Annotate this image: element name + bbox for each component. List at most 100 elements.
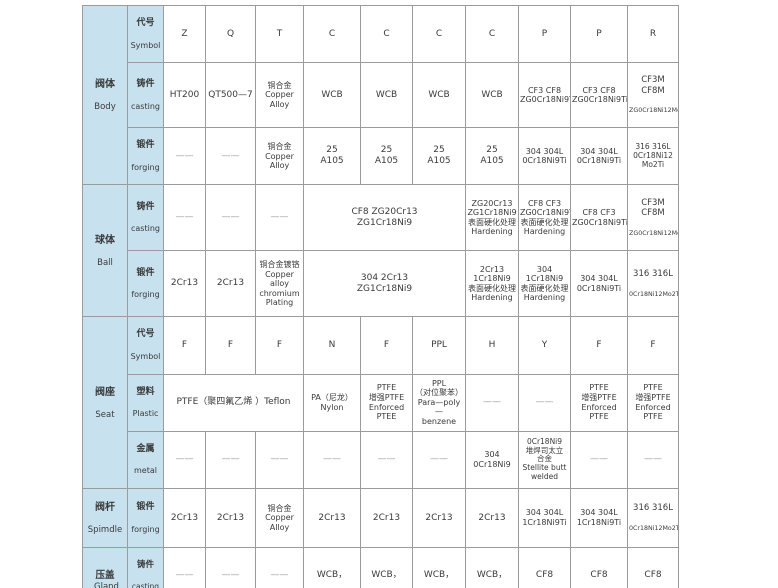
table-cell: WCB， [303,547,361,588]
table-cell: 304 304L 0Cr18Ni9Ti [570,127,628,186]
table-cell: —— [205,184,256,252]
sub-label-en: casting [131,582,160,588]
table-cell: 2Cr13 [163,487,206,549]
table-cell: 25 A105 [303,127,361,186]
table-cell: —— [163,184,206,252]
table-cell: F [570,316,628,375]
table-cell: —— [570,430,628,489]
table-cell: CF8 [570,547,628,588]
column-header: P [518,4,571,64]
table-cell: 316 316L 0Cr18Ni12 Mo2Ti [627,127,679,186]
table-cell: CF8 CF3 ZG0Cr18Ni9Ti 表面硬化处理 Hardening [518,184,571,252]
table-cell: 316 316L 0Cr18Ni12Mo2Ti [627,250,679,318]
sub-label-zh: 锻件 [136,140,155,151]
table-cell: —— [205,127,256,186]
sub-label-zh: 铸件 [136,560,154,571]
table-cell: —— [163,430,206,489]
table-cell: —— [303,430,361,489]
table-cell: 304 0Cr18Ni9 [465,430,519,489]
row-seat-symbol: 阀座 Seat 代号 Symbol F F F N F PPL H Y F F [82,316,679,489]
row-header: 阀体 Body 代号 Symbol Z Q T C C C C P P R [82,4,679,186]
table-cell: WCB， [360,547,413,588]
table-cell-merged: 304 2Cr13 ZG1Cr18Ni9 [303,250,466,318]
sub-label-en: casting [131,224,160,234]
sub-label-metal: 金属 metal [127,430,164,489]
sub-label-zh: 锻件 [136,267,155,278]
table-cell: 2Cr13 [465,487,519,549]
table-cell: —— [205,547,256,588]
table-cell: 铜合金 Copper Alloy [255,487,304,549]
sub-label-en: Plastic [132,409,159,419]
table-cell: 304 1Cr18Ni9 表面硬化处理 Hardening [518,250,571,318]
group-label-zh: 球体 [95,234,115,246]
table-cell: 25 A105 [465,127,519,186]
sub-label-casting: 铸件 casting [127,547,164,588]
column-header: T [255,4,304,64]
column-header: C [465,4,519,64]
sub-label-forging: 锻件 forging [127,127,164,186]
sub-label-symbol: 代号 Symbol [127,4,164,64]
cell-sub-text: 0Cr18Ni12Mo2Ti [629,290,679,298]
table-cell: —— [627,430,679,489]
materials-spec-table: 阀体 Body 代号 Symbol Z Q T C C C C P P R 铸件… [82,4,679,588]
table-cell: CF8 CF3 ZG0Cr18Ni9Ti [570,184,628,252]
group-label-zh: 阀座 [95,386,115,398]
table-cell: CF3 CF8 ZG0Cr18Ni9Ti [570,62,628,129]
cell-sub-text: ZG0Cr18Ni12Mo2Ti [629,230,678,238]
table-cell: 2Cr13 [360,487,413,549]
group-label-en: Ball [97,257,113,268]
table-cell: —— [255,184,304,252]
table-cell-merged: CF8 ZG20Cr13 ZG1Cr18Ni9 [303,184,466,252]
group-label-en: Gland [94,581,119,588]
cell-main-text: 316 316L [633,503,673,514]
group-label-en: Spimdle [87,524,123,535]
table-cell: F [360,316,413,375]
sub-label-zh: 塑料 [136,386,155,397]
sub-label-casting: 铸件 casting [127,184,164,252]
sub-label-en: metal [134,466,157,476]
table-cell: —— [518,373,571,432]
table-cell: —— [360,430,413,489]
sub-label-zh: 锻件 [136,501,155,512]
sub-label-zh: 铸件 [136,79,155,90]
table-cell: 2Cr13 [205,250,256,318]
table-cell: 0Cr18Ni9 堆焊司太立 合金 Stellite butt welded [518,430,571,489]
table-cell: H [465,316,519,375]
table-cell: —— [255,547,304,588]
column-header: C [303,4,361,64]
sub-label-forging: 锻件 forging [127,250,164,318]
table-cell: WCB [360,62,413,129]
row-ball-forging: 锻件 forging 2Cr13 2Cr13 铜合金镀铬 Copper allo… [83,250,679,318]
table-cell: —— [205,430,256,489]
group-label-en: Seat [95,409,115,420]
table-cell: 2Cr13 [303,487,361,549]
row-seat-plastic: 塑料 Plastic PTFE（聚四氟乙烯 ）Teflon PA（尼龙） Nyl… [83,373,679,432]
sub-label-en: forging [131,290,160,300]
column-header: C [412,4,466,64]
column-header: C [360,4,413,64]
table-cell: WCB [465,62,519,129]
table-cell: CF3 CF8 ZG0Cr18Ni9Ti [518,62,571,129]
group-label-ball: 球体 Ball [82,184,128,318]
table-cell: 铜合金镀铬 Copper alloy chromium Plating [255,250,304,318]
column-header: Q [205,4,256,64]
sub-label-zh: 代号 [136,329,155,340]
group-label-body: 阀体 Body [82,4,128,186]
table-cell: 304 304L 0Cr18Ni9Ti [518,127,571,186]
cell-sub-text: ZG0Cr18Ni12Mo2Ti [629,107,678,115]
group-label-seat: 阀座 Seat [82,316,128,489]
table-cell-merged: PTFE（聚四氟乙烯 ）Teflon [163,373,304,432]
table-cell: F [627,316,679,375]
table-cell: CF3M CF8M ZG0Cr18Ni12Mo2Ti [627,184,679,252]
sub-label-casting: 铸件 casting [127,62,164,129]
table-cell: 316 316L 0Cr18Ni12Mo2Ti [627,487,679,549]
table-cell: —— [163,127,206,186]
group-label-zh: 阀杆 [95,501,115,513]
column-header: P [570,4,628,64]
cell-sub-text: 0Cr18Ni12Mo2Ti [629,524,679,532]
table-cell: ZG20Cr13 ZG1Cr18Ni9 表面硬化处理 Hardening [465,184,519,252]
row-seat-metal: 金属 metal —— —— —— —— —— —— 304 0Cr18Ni9 … [83,430,679,489]
sub-label-zh: 金属 [136,443,155,454]
cell-main-text: 316 316L [633,269,673,280]
